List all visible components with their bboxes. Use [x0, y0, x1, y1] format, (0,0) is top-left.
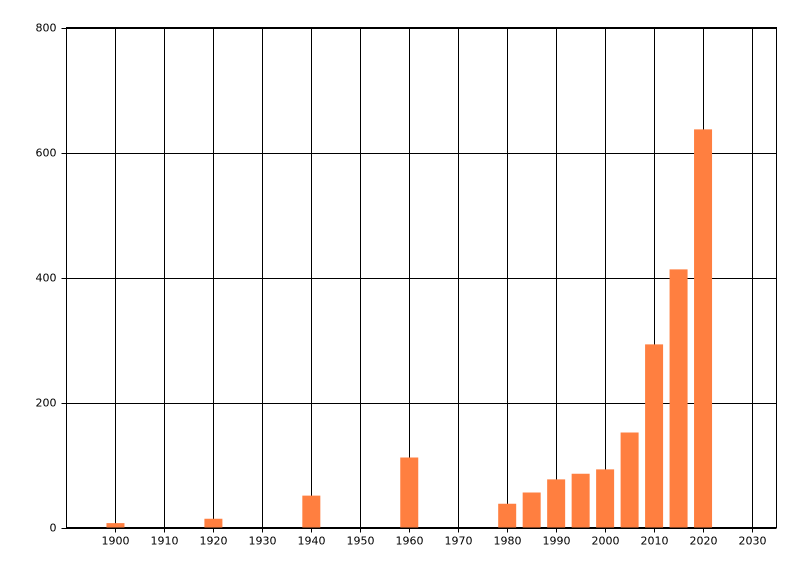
bar: [106, 523, 125, 528]
y-tick-label: 600: [36, 147, 57, 160]
bar: [669, 269, 688, 528]
x-tick-label: 1970: [445, 535, 473, 548]
x-tick-label: 1920: [200, 535, 228, 548]
plot-frame: [66, 27, 777, 528]
x-tick-label: 1990: [543, 535, 571, 548]
bar: [498, 503, 517, 528]
bar: [204, 518, 223, 528]
y-tick-label: 0: [50, 522, 57, 535]
x-tick-label: 2020: [690, 535, 718, 548]
bar: [620, 432, 639, 528]
x-tick-label: 2010: [641, 535, 669, 548]
bar: [571, 473, 590, 528]
x-tick-label: 1980: [494, 535, 522, 548]
y-tick-label: 200: [36, 397, 57, 410]
bar: [302, 495, 321, 528]
bar: [645, 344, 664, 528]
x-tick-label: 1940: [298, 535, 326, 548]
x-tick-label: 1900: [102, 535, 130, 548]
bar: [400, 457, 419, 528]
y-tick-label: 800: [36, 22, 57, 35]
x-tick-label: 2030: [739, 535, 767, 548]
x-tick-label: 1960: [396, 535, 424, 548]
x-tick-label: 2000: [592, 535, 620, 548]
bar: [694, 129, 713, 528]
bar: [547, 479, 566, 528]
bar: [596, 469, 615, 528]
x-tick-label: 1950: [347, 535, 375, 548]
x-tick-label: 1910: [151, 535, 179, 548]
x-tick-label: 1930: [249, 535, 277, 548]
y-tick-label: 400: [36, 272, 57, 285]
bar: [522, 492, 541, 528]
